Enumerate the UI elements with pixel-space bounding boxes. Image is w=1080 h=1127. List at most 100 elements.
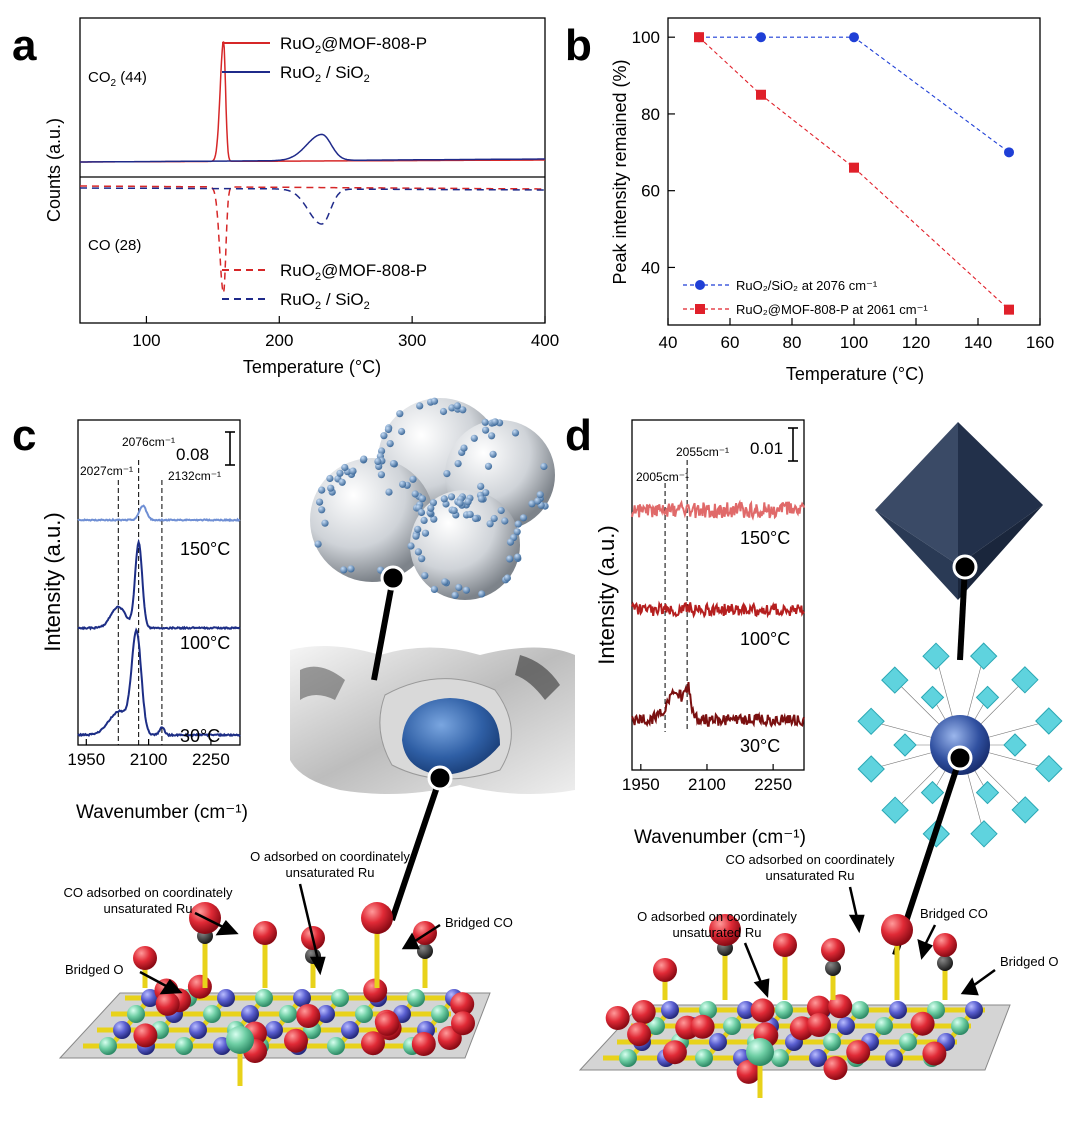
panel-b-xtick-label: 80 <box>783 333 802 352</box>
zr-cluster <box>975 780 1000 805</box>
ru-atom-bottom <box>746 1038 774 1066</box>
ru-dot <box>443 470 451 478</box>
d-ann-bridged-o: Bridged O <box>1000 954 1059 969</box>
cavity-illustration <box>290 646 575 794</box>
ru-dot <box>341 463 349 472</box>
lattice-atom <box>113 1021 131 1039</box>
ru-dot <box>418 495 426 503</box>
ru-dot <box>427 504 435 512</box>
oxygen-atom <box>910 1011 935 1036</box>
ru-dot <box>447 493 456 501</box>
panel-d-temp-30: 30°C <box>740 736 780 756</box>
panel-a-curve-lower-mof <box>80 185 545 296</box>
panel-d-temp-150: 150°C <box>740 528 790 548</box>
panel-b-series <box>694 32 1014 315</box>
lattice-atom <box>699 1001 717 1019</box>
c-ann-bridged-co: Bridged CO <box>445 915 513 930</box>
ru-dot <box>466 510 474 518</box>
ru-dot <box>421 572 429 580</box>
ru-dot <box>511 429 520 437</box>
zr-cluster <box>1011 796 1039 824</box>
panel-c-temp-100: 100°C <box>180 633 230 653</box>
panel-b-xlabel: Temperature (°C) <box>786 364 924 384</box>
panel-label-c: c <box>12 411 36 460</box>
oxygen-atom <box>690 1014 715 1039</box>
oxygen-atom <box>807 1013 831 1037</box>
panel-a-curve-upper-mof <box>80 41 545 163</box>
lattice-atom <box>431 1005 449 1023</box>
zr-cluster <box>969 642 998 670</box>
oxygen-atom <box>451 1011 475 1036</box>
panel-c-ylabel: Intensity (a.u.) <box>40 512 65 651</box>
zr-cluster <box>881 666 909 694</box>
ru-dot <box>439 407 448 416</box>
panel-b-point <box>1004 304 1014 315</box>
ru-dot <box>440 495 448 503</box>
panel-b-series-line-0 <box>699 36 1010 153</box>
ru-dot <box>459 406 467 414</box>
panel-d-ylabel: Intensity (a.u.) <box>594 525 619 664</box>
oxygen-atom <box>296 1004 321 1028</box>
panel-c-curves <box>77 504 241 738</box>
panel-d-curves <box>631 499 805 728</box>
panel-a-xlabel: Temperature (°C) <box>243 357 381 377</box>
c-ann-o-adsorbed-2: unsaturated Ru <box>286 865 375 880</box>
ru-dot <box>416 402 424 410</box>
lattice-atom <box>175 1037 193 1055</box>
ir-xtick-label: 2250 <box>192 750 230 769</box>
ir-curve <box>631 681 805 728</box>
ru-dot <box>411 490 419 498</box>
lattice-atom <box>661 1001 679 1019</box>
lattice-atom <box>647 1017 665 1035</box>
ru-dot <box>421 529 430 537</box>
c-ann-o-adsorbed-1: O adsorbed on coordinately <box>250 849 410 864</box>
ru-dot <box>338 478 346 486</box>
ru-dot <box>349 467 357 475</box>
ru-dot <box>456 499 464 507</box>
lattice-atom <box>695 1049 713 1067</box>
zr-cluster <box>893 733 917 757</box>
mof-sphere <box>310 458 434 582</box>
zr-cluster <box>970 820 998 848</box>
ru-dot <box>451 591 459 599</box>
panel-label-a: a <box>12 21 37 70</box>
ru-dot <box>481 418 489 426</box>
zr-cluster <box>1035 707 1063 735</box>
panel-d-xlabel: Wavenumber (cm⁻¹) <box>634 827 806 848</box>
ru-dot <box>347 565 355 573</box>
panel-c-annotations: O adsorbed on coordinately unsaturated R… <box>63 849 513 995</box>
panel-b-point <box>1004 147 1014 158</box>
panel-b-xtick-label: 100 <box>840 333 868 352</box>
ir-ref-label: 2005cm⁻¹ <box>636 470 689 484</box>
panel-c-temp-30: 30°C <box>180 726 220 746</box>
ru-dot <box>454 460 462 468</box>
panel-b-ylabel: Peak intensity remained (%) <box>610 59 630 284</box>
lattice-atom <box>241 1005 259 1023</box>
ru-dot <box>340 566 348 574</box>
ru-dot <box>491 418 499 426</box>
c-ann-co-adsorbed-1: CO adsorbed on coordinately <box>63 885 233 900</box>
ir-curve <box>631 600 805 619</box>
panel-d-scalebar-label: 0.01 <box>750 439 783 458</box>
panel-c-frame <box>77 419 241 746</box>
panel-d-ticks: 1950 2100 2250 <box>622 764 792 794</box>
ru-dot <box>430 515 438 523</box>
ru-dot <box>318 486 326 494</box>
lattice-atom <box>293 989 311 1007</box>
oxygen-atom <box>806 995 831 1020</box>
ru-dot <box>478 590 486 598</box>
ru-dot <box>321 519 329 527</box>
panel-b-ytick-label: 60 <box>641 182 660 201</box>
ir-curve <box>77 538 241 631</box>
ru-dot <box>462 586 470 594</box>
ir-curve <box>77 504 241 523</box>
ru-dot <box>386 440 394 448</box>
ir-ref-label: 2076cm⁻¹ <box>122 435 175 449</box>
oxygen-atom <box>750 998 775 1023</box>
mof-framework-illustration <box>857 642 1063 848</box>
ru-dot <box>450 506 458 515</box>
ru-dot <box>514 553 522 561</box>
d-ann-co-adsorbed-1: CO adsorbed on coordinately <box>725 852 895 867</box>
ru-dot <box>484 462 493 470</box>
